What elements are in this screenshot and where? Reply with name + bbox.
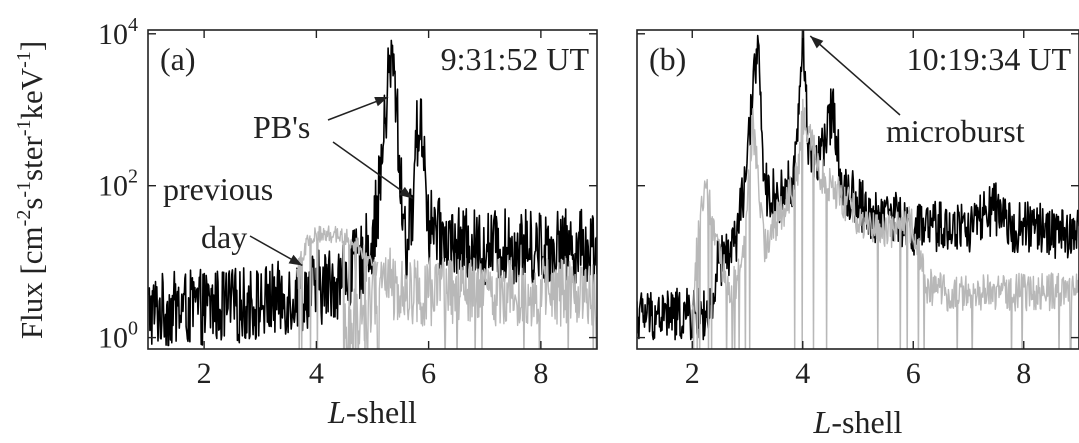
time-label: 9:31:52 UT xyxy=(441,41,590,77)
x-tick-label: 8 xyxy=(1016,357,1031,390)
panel-b: 2 4 6 8 (b) 10:19:34 UT L-shell microburst xyxy=(636,29,1079,440)
y-axis-label-exponent: -1 xyxy=(13,51,35,68)
time-label: 10:19:34 UT xyxy=(907,41,1072,77)
annotation-previous: previous xyxy=(163,171,273,207)
annotation-arrow-head xyxy=(810,36,824,49)
x-tick-label: 2 xyxy=(685,357,700,390)
annotation-arrow-head xyxy=(399,186,413,199)
y-axis-label-exponent: -2 xyxy=(13,210,35,227)
y-tick-label: 104 xyxy=(98,14,138,51)
annotation-pbs: PB's xyxy=(253,109,310,145)
data-series-line xyxy=(148,39,597,347)
x-axis-label: L-shell xyxy=(327,394,417,430)
annotation-arrow-head xyxy=(288,254,303,266)
y-tick-label: 100 xyxy=(98,318,138,355)
plot-frame xyxy=(636,29,1079,350)
annotation-arrow-head xyxy=(374,96,389,107)
x-tick-label: 4 xyxy=(795,357,810,390)
series-group xyxy=(148,39,597,349)
data-series-line xyxy=(691,98,1079,349)
x-tick-label: 6 xyxy=(906,357,921,390)
y-axis-label: Flux [cm-2s-1ster-1keV-1] xyxy=(13,41,49,339)
annotation-microburst: microburst xyxy=(886,113,1025,149)
x-tick-label: 8 xyxy=(533,357,548,390)
y-axis-label-part: keV xyxy=(14,67,49,119)
y-axis-label-part: Flux [cm xyxy=(14,226,49,339)
x-axis-label: L-shell xyxy=(813,404,903,440)
plot-frame xyxy=(147,29,598,350)
y-axis-label-part: s xyxy=(14,198,49,210)
panel-label: (b) xyxy=(649,41,686,77)
annotation-day: day xyxy=(201,219,247,255)
y-axis-label-exponent: -1 xyxy=(13,119,35,136)
annotation-arrow xyxy=(809,35,901,116)
panel-label: (a) xyxy=(160,41,196,77)
panel-a: 2 4 6 8 100 102 104 (a) 9:31:52 UT L-shell PB's pre… xyxy=(98,14,598,430)
y-tick-label: 102 xyxy=(98,166,138,203)
y-axis-label-part: ] xyxy=(14,41,49,51)
y-axis-label-exponent: -1 xyxy=(13,181,35,198)
x-tick-label: 2 xyxy=(197,357,212,390)
data-series-line xyxy=(296,225,379,349)
series-group xyxy=(637,30,1079,349)
annotation-arrow xyxy=(332,141,414,200)
data-series-line xyxy=(343,247,597,349)
x-tick-label: 4 xyxy=(309,357,324,390)
y-axis-label-part: ster xyxy=(14,135,49,180)
x-tick-label: 6 xyxy=(421,357,436,390)
